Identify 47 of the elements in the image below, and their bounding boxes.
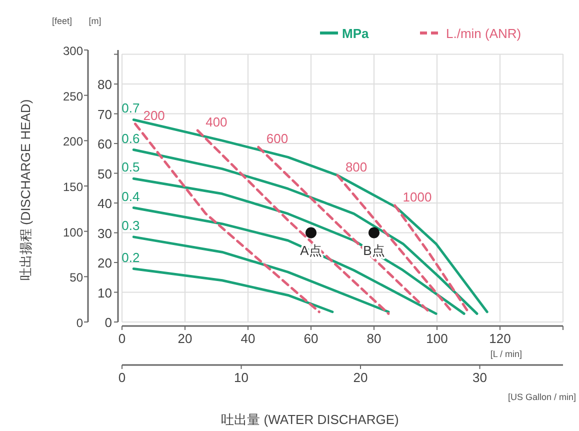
y-axis-title: 吐出揚程 (DISCHARGE HEAD) [18,99,33,281]
y2-axis-title: [m] [88,16,102,26]
y2-tick-label: 70 [98,106,112,122]
y2-tick-label: 60 [98,136,112,152]
text: [feet] [52,16,72,26]
y2-tick-label: 50 [98,166,112,182]
series-label: 0.7 [122,100,140,116]
x2-axis-title: [US Gallon / min] [508,392,576,402]
x2-tick-label: 30 [472,370,487,385]
series-label: 400 [206,114,228,130]
x2-tick-label: 0 [118,370,126,385]
y2-tick-label: 20 [98,256,112,271]
series-label: 800 [345,159,368,174]
series-label: 0.4 [122,188,140,204]
series-label: 0.5 [122,160,140,175]
x2-tick-label: 20 [353,370,368,385]
y-tick-label: 50 [70,270,84,285]
x-tick-label: 120 [489,331,511,346]
y-tick-label: 0 [76,316,84,330]
text: L./min (ANR) [446,26,522,41]
x-tick-label: 20 [178,331,192,346]
x-tick-label: 100 [426,331,448,346]
text: [L / min] [490,349,522,359]
series-label: 600 [266,131,288,146]
y2-tick-label: 40 [98,196,112,212]
y-tick-label: 100 [62,225,84,240]
x-tick-label: 0 [118,331,126,346]
y2-tick-label: 0 [104,315,112,330]
series-label: 0.6 [122,130,140,146]
y-tick-label: 200 [62,134,84,149]
x2-tick-label: 10 [234,370,248,385]
y2-tick-label: 30 [98,226,112,241]
x-tick-label: 80 [366,331,382,346]
series-label: 1000 [402,189,432,204]
y2-tick-label: 10 [98,285,112,300]
series-label: B点 [363,242,385,258]
series-label: 0.3 [122,218,140,233]
series-label: 200 [143,108,165,123]
series-label: 0.2 [122,250,140,265]
y-tick-label: 300 [62,44,84,58]
x-tick-label: 60 [304,331,318,346]
y-tick-label: 150 [62,180,84,194]
x-tick-label: 40 [240,331,256,346]
y-tick-label: 250 [62,89,84,104]
y2-tick-label: 80 [98,77,112,92]
x-axis-title: 吐出量 (WATER DISCHARGE) [221,412,399,427]
text: MPa [342,26,370,41]
